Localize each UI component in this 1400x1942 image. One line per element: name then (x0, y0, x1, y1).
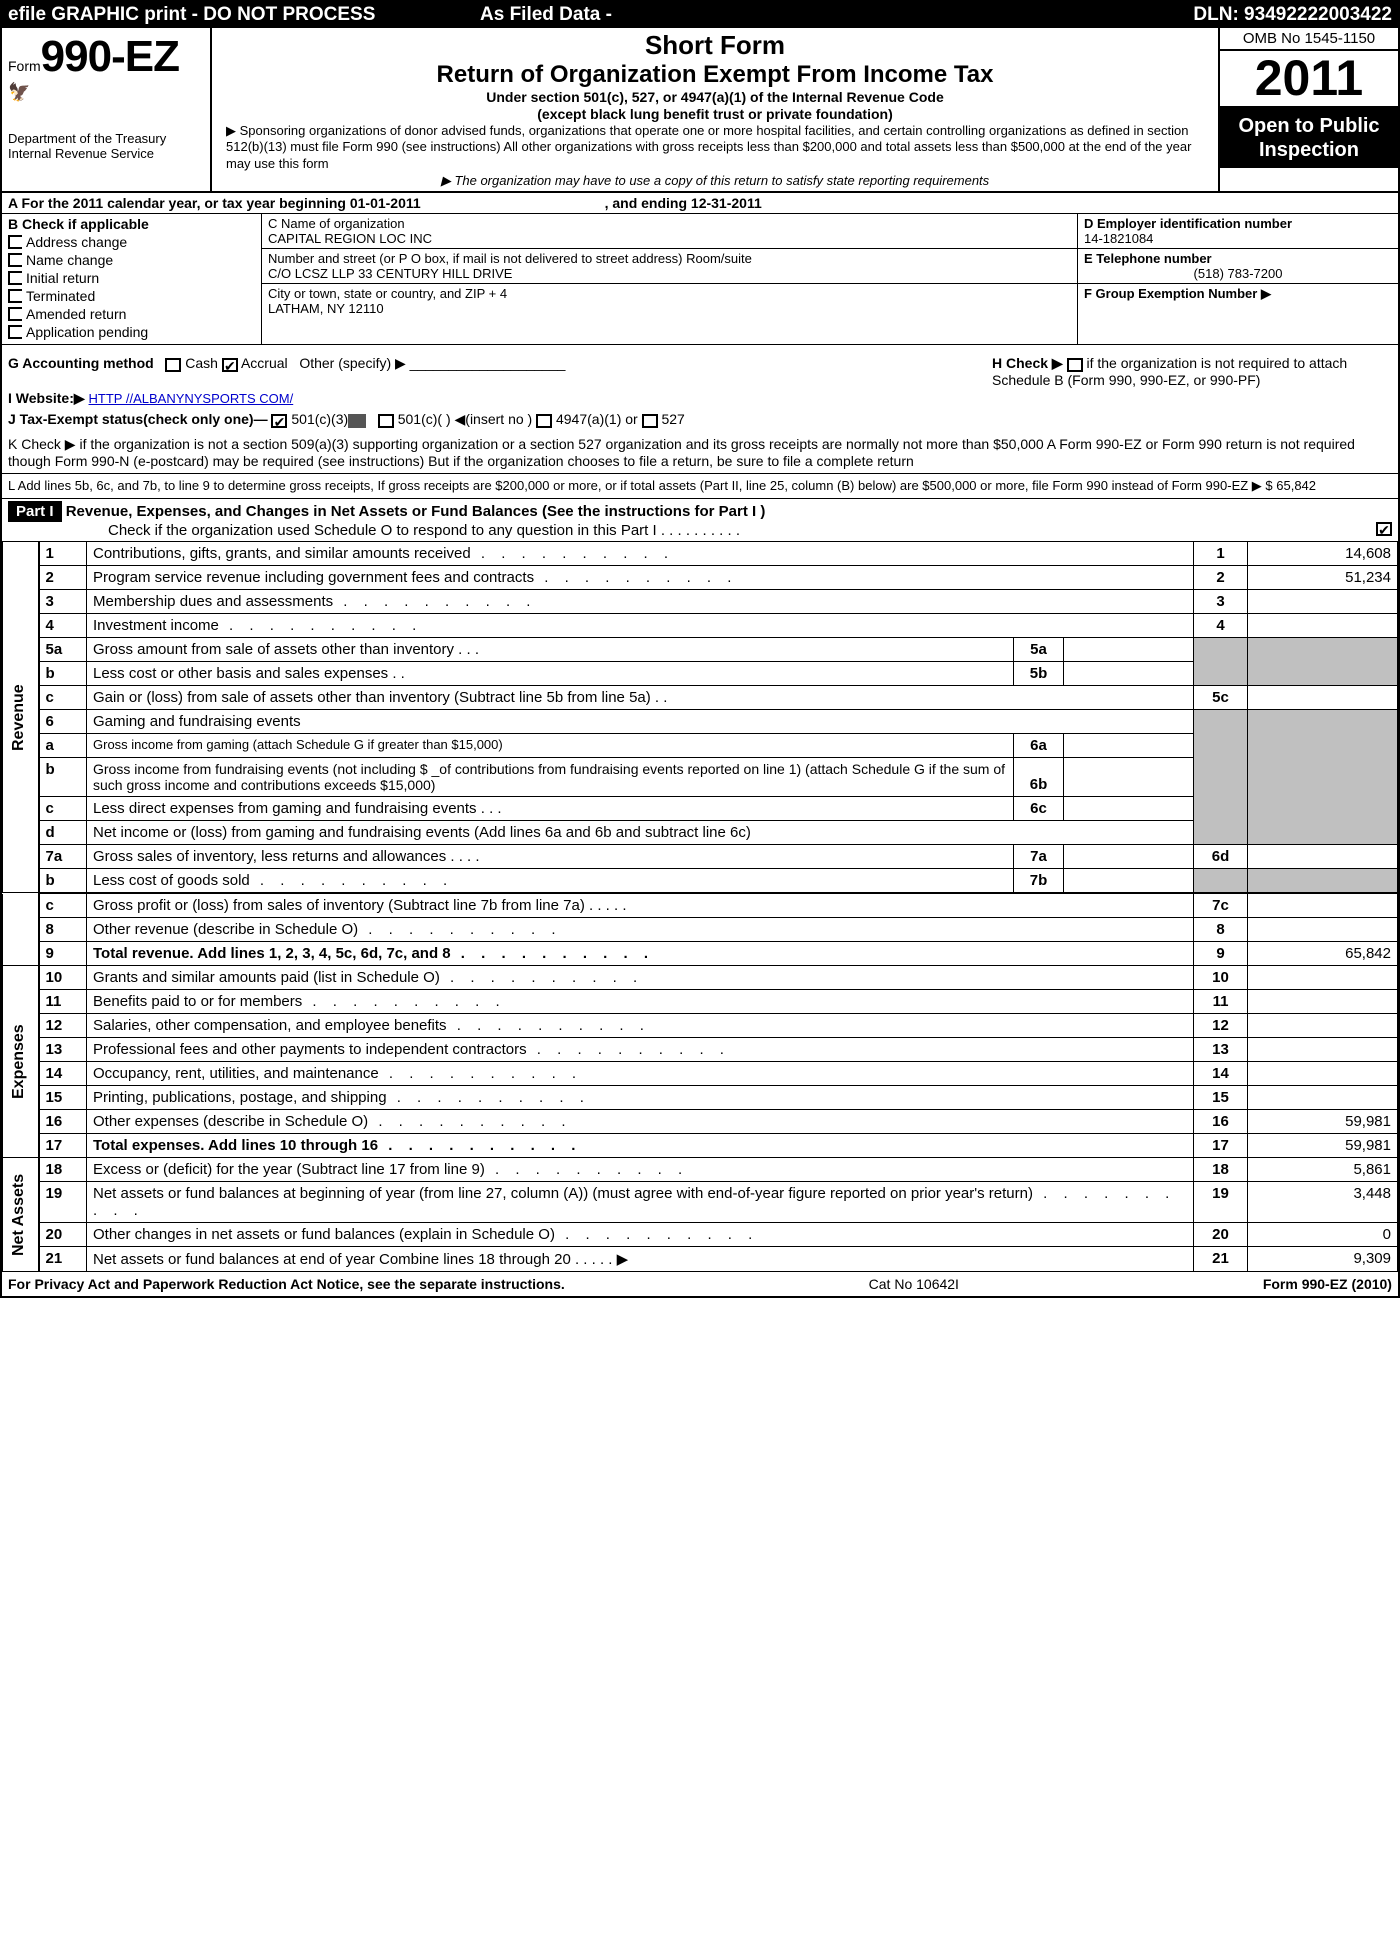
amt-4 (1248, 614, 1398, 638)
amt-9: 65,842 (1248, 942, 1398, 966)
topbar-right: DLN: 93492222003422 (1193, 4, 1392, 26)
col-b-right: D Employer identification number 14-1821… (1078, 214, 1398, 344)
open-public-label: Open to Public Inspection (1220, 108, 1398, 168)
amt-3 (1248, 590, 1398, 614)
chk-accrual[interactable]: ✔ (222, 358, 238, 372)
chk-pending[interactable] (8, 325, 22, 339)
block-b: B Check if applicable Address change Nam… (2, 214, 1398, 345)
col-b-org: C Name of organization CAPITAL REGION LO… (262, 214, 1078, 344)
d-label: D Employer identification number (1084, 216, 1392, 231)
chk-name[interactable] (8, 253, 22, 267)
chk-501c3[interactable]: ✔ (271, 414, 287, 428)
tax-year: 2011 (1220, 51, 1398, 108)
header-mid: Short Form Return of Organization Exempt… (212, 28, 1218, 191)
dept-irs: Internal Revenue Service (8, 146, 204, 161)
chk-cash[interactable] (165, 358, 181, 372)
sponsor-text: ▶ Sponsoring organizations of donor advi… (216, 123, 1214, 174)
topbar-mid: As Filed Data - (480, 4, 612, 26)
part1-row: Part I Revenue, Expenses, and Changes in… (2, 499, 1398, 541)
row-a-begin: A For the 2011 calendar year, or tax yea… (8, 195, 421, 211)
g-label: G Accounting method (8, 355, 154, 371)
under-section: Under section 501(c), 527, or 4947(a)(1)… (216, 89, 1214, 106)
chk-terminated[interactable] (8, 289, 22, 303)
row-a: A For the 2011 calendar year, or tax yea… (2, 193, 1398, 214)
c-city-label: City or town, state or country, and ZIP … (268, 286, 1071, 301)
page-footer: For Privacy Act and Paperwork Reduction … (2, 1272, 1398, 1296)
side-revenue: Revenue (3, 542, 39, 893)
form-number: 990-EZ (41, 32, 179, 81)
c-addr-label: Number and street (or P O box, if mail i… (268, 251, 1071, 266)
amt-2: 51,234 (1248, 566, 1398, 590)
dept-treasury: Department of the Treasury (8, 131, 204, 146)
i-label: I Website:▶ (8, 390, 85, 406)
amt-19: 3,448 (1248, 1182, 1398, 1223)
chk-501c[interactable] (378, 414, 394, 428)
chk-amended[interactable] (8, 307, 22, 321)
h-label: H Check ▶ (992, 355, 1063, 371)
block-gh: G Accounting method Cash ✔ Accrual Other… (2, 345, 1398, 432)
amt-21: 9,309 (1248, 1247, 1398, 1272)
k-para: K Check ▶ if the organization is not a s… (2, 432, 1398, 474)
irs-eagle-icon: 🦅 (8, 82, 32, 102)
amt-1: 14,608 (1248, 542, 1398, 566)
chk-address[interactable] (8, 235, 22, 249)
amt-16: 59,981 (1248, 1110, 1398, 1134)
footer-left: For Privacy Act and Paperwork Reduction … (8, 1276, 565, 1292)
top-bar: efile GRAPHIC print - DO NOT PROCESS As … (2, 2, 1398, 28)
row-a-end: , and ending 12-31-2011 (605, 195, 762, 211)
header-left: Form990-EZ 🦅 Department of the Treasury … (2, 28, 212, 191)
part1-label: Part I (8, 501, 62, 522)
form-prefix: Form (8, 58, 41, 74)
b-head: B Check if applicable (8, 216, 255, 232)
side-netassets: Net Assets (3, 1158, 39, 1272)
amt-20: 0 (1248, 1223, 1398, 1247)
l-para: L Add lines 5b, 6c, and 7b, to line 9 to… (2, 474, 1398, 499)
footer-right: Form 990-EZ (2010) (1263, 1276, 1392, 1292)
chk-initial[interactable] (8, 271, 22, 285)
col-b-checkboxes: B Check if applicable Address change Nam… (2, 214, 262, 344)
d-val: 14-1821084 (1084, 231, 1392, 246)
amt-17: 59,981 (1248, 1134, 1398, 1158)
topbar-left: efile GRAPHIC print - DO NOT PROCESS (8, 4, 375, 26)
c-label: C Name of organization (268, 216, 1071, 231)
chk-part1-o[interactable]: ✔ (1376, 522, 1392, 536)
c-addr: C/O LCSZ LLP 33 CENTURY HILL DRIVE (268, 266, 1071, 281)
form-title: Return of Organization Exempt From Incom… (216, 61, 1214, 89)
c-name: CAPITAL REGION LOC INC (268, 231, 1071, 246)
form-header: Form990-EZ 🦅 Department of the Treasury … (2, 28, 1398, 193)
side-expenses: Expenses (3, 966, 39, 1158)
chk-4947[interactable] (536, 414, 552, 428)
footer-mid: Cat No 10642I (869, 1276, 959, 1292)
form-page: efile GRAPHIC print - DO NOT PROCESS As … (0, 0, 1400, 1298)
website-link[interactable]: HTTP //ALBANYNYSPORTS COM/ (89, 391, 294, 406)
short-form-label: Short Form (216, 30, 1214, 61)
f-label: F Group Exemption Number ▶ (1084, 286, 1392, 302)
icon-set (348, 414, 366, 428)
part1-check-text: Check if the organization used Schedule … (108, 522, 740, 539)
j-label: J Tax-Exempt status(check only one)— (8, 411, 268, 427)
copy-text: ▶ The organization may have to use a cop… (216, 173, 1214, 189)
part1-title: Revenue, Expenses, and Changes in Net As… (66, 503, 766, 520)
chk-527[interactable] (642, 414, 658, 428)
e-val: (518) 783-7200 (1084, 266, 1392, 281)
lines-table-2: c Gross profit or (loss) from sales of i… (2, 893, 1398, 1272)
c-city: LATHAM, NY 12110 (268, 301, 1071, 316)
chk-h[interactable] (1067, 358, 1083, 372)
except-clause: (except black lung benefit trust or priv… (216, 106, 1214, 123)
header-right: OMB No 1545-1150 2011 Open to Public Ins… (1218, 28, 1398, 191)
e-label: E Telephone number (1084, 251, 1392, 266)
omb-number: OMB No 1545-1150 (1220, 28, 1398, 51)
lines-table: Revenue 1 Contributions, gifts, grants, … (2, 541, 1398, 893)
amt-18: 5,861 (1248, 1158, 1398, 1182)
